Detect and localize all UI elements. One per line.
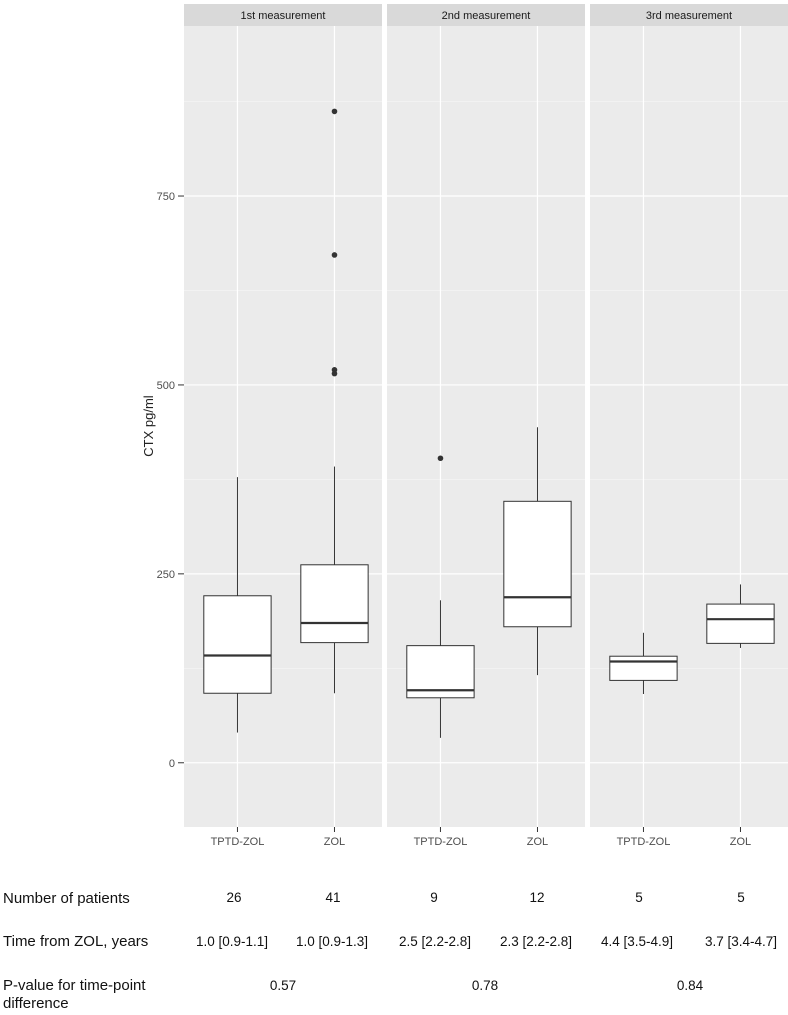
y-tick-label-3: 750: [157, 191, 175, 203]
box-2-zol: [503, 500, 572, 628]
outlier-point-1-zol-1: [331, 367, 338, 373]
facet-title-1: 1st measurement: [241, 10, 326, 22]
facet-strip-3: [590, 4, 788, 26]
x-tick-label-1-2: ZOL: [324, 836, 345, 848]
box-2-tptd-zol: [406, 645, 475, 699]
time-cell-2: 1.0 [0.9-1.3]: [295, 934, 369, 949]
outlier-point-1-zol-2: [331, 252, 338, 258]
boxplot-chart: CTX pg/ml 0 250 500 750 1st measurement TPTD-Z…: [141, 4, 788, 848]
x-tick-label-3-1: TPTD-ZOL: [617, 836, 671, 848]
y-tick-label-2: 500: [157, 380, 175, 392]
patients-cell-2: 41: [325, 890, 341, 905]
box-3-tptd-zol: [609, 655, 678, 681]
patients-cell-1: 26: [226, 890, 242, 905]
facet-title-3: 3rd measurement: [646, 10, 732, 22]
facet-strip-1: [184, 4, 382, 26]
panel-background-1: [184, 26, 382, 827]
pvalue-cell-2: 0.78: [471, 978, 499, 993]
y-tick-label-1: 250: [157, 569, 175, 581]
x-tick-label-2-2: ZOL: [527, 836, 548, 848]
outlier-point-2-tptd-zol-0: [437, 455, 444, 462]
outlier-point-1-zol-3: [331, 108, 338, 115]
pvalue-row-label: P-value for time-point difference: [3, 977, 146, 1012]
y-tick-label-0: 0: [169, 758, 175, 770]
patients-cell-4: 12: [529, 890, 545, 905]
box-1-tptd-zol: [203, 595, 272, 694]
time-row-label: Time from ZOL, years: [3, 933, 149, 950]
summary-table: Number of patients 26 41 9 12 5 5 Time f…: [0, 860, 788, 1015]
facet-title-2: 2nd measurement: [442, 10, 531, 22]
facet-strip-2: [387, 4, 585, 26]
x-tick-label-1-1: TPTD-ZOL: [211, 836, 265, 848]
patients-row-label: Number of patients: [3, 890, 130, 907]
pvalue-cell-1: 0.57: [269, 978, 297, 993]
panel-background-3: [590, 26, 788, 827]
y-axis-title: CTX pg/ml: [141, 395, 156, 457]
pvalue-cell-3: 0.84: [676, 978, 704, 993]
box-1-zol: [300, 564, 369, 644]
time-cell-5: 4.4 [3.5-4.9]: [600, 934, 674, 949]
patients-cell-5: 5: [635, 890, 643, 905]
time-cell-3: 2.5 [2.2-2.8]: [398, 934, 472, 949]
x-tick-label-2-1: TPTD-ZOL: [414, 836, 468, 848]
time-cell-4: 2.3 [2.2-2.8]: [499, 934, 573, 949]
box-3-zol: [706, 603, 775, 644]
patients-cell-6: 5: [737, 890, 745, 905]
x-tick-label-3-2: ZOL: [730, 836, 751, 848]
patients-cell-3: 9: [430, 890, 438, 905]
time-cell-1: 1.0 [0.9-1.1]: [195, 934, 269, 949]
panel-background-2: [387, 26, 585, 827]
time-cell-6: 3.7 [3.4-4.7]: [704, 934, 778, 949]
